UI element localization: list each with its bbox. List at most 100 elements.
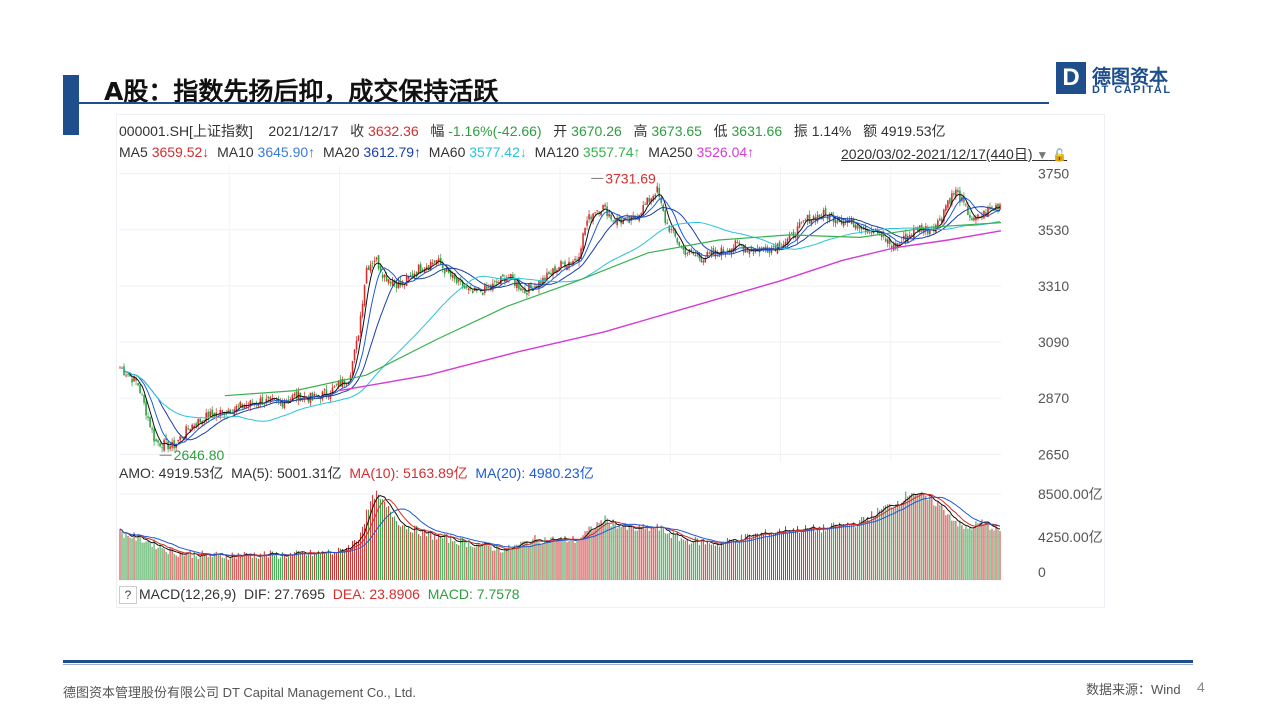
candle-body <box>171 441 173 448</box>
candle-body <box>526 293 528 295</box>
candle-body <box>574 258 576 261</box>
candle-body <box>544 277 546 281</box>
candle-body <box>712 247 715 255</box>
company-footer: 德图资本管理股份有限公司 DT Capital Management Co., … <box>63 685 417 700</box>
candle-body <box>514 277 516 286</box>
open-value: 3670.26 <box>571 123 622 139</box>
candle-body <box>868 232 871 234</box>
vol-ma5-value: 5001.31亿 <box>276 465 342 481</box>
candle-body <box>800 221 803 223</box>
candle-body <box>660 197 663 203</box>
date-range-selector[interactable]: 2020/03/02-2021/12/17(440日) ▼ 🔓 <box>841 144 1067 164</box>
candle-body <box>453 273 456 280</box>
candle-body <box>463 286 466 289</box>
candle-body <box>179 436 181 441</box>
lock-icon[interactable]: 🔓 <box>1052 148 1068 162</box>
candle-body <box>389 281 392 284</box>
help-button[interactable]: ? <box>119 586 137 604</box>
candle-body <box>985 212 987 216</box>
candle-body <box>295 391 298 399</box>
candle-body <box>369 264 372 272</box>
candle-body <box>832 214 835 223</box>
candle-body <box>822 210 825 218</box>
candle-body <box>788 234 791 240</box>
candle-body <box>560 261 562 267</box>
candle-body <box>904 233 907 242</box>
candle-body <box>726 250 729 252</box>
candle-body <box>834 220 837 224</box>
candle-body <box>500 276 502 285</box>
price-candlestick-chart[interactable]: 3750 3530 3310 3090 2870 2650 3731.69 2646.80 <box>116 166 1103 462</box>
candle-body <box>261 396 264 405</box>
candle-body <box>991 206 993 208</box>
candle-body <box>738 242 741 245</box>
candle-body <box>977 214 979 219</box>
ma120-label: MA120 <box>534 144 580 160</box>
ma20-label: MA20 <box>322 144 360 160</box>
candle-body <box>892 244 895 251</box>
volume-info-line: AMO: 4919.53亿 MA(5): 5001.31亿 MA(10): 51… <box>119 463 594 483</box>
candle-body <box>157 440 159 443</box>
price-y-tick-label: 3750 <box>1038 166 1069 182</box>
candle-body <box>331 387 334 394</box>
candle-body <box>969 215 971 218</box>
dropdown-triangle-icon[interactable]: ▼ <box>1036 148 1049 162</box>
candle-body <box>654 194 657 197</box>
candle-body <box>540 280 542 285</box>
candle-body <box>580 248 582 259</box>
candle-body <box>672 229 675 231</box>
candle-body <box>443 268 446 274</box>
candle-body <box>786 238 789 245</box>
candle-body <box>335 384 338 386</box>
candle-body <box>245 405 248 408</box>
candle-body <box>696 254 699 256</box>
candle-body <box>784 242 787 245</box>
candle-body <box>269 397 272 401</box>
candle-body <box>427 265 430 269</box>
candle-body <box>552 268 554 276</box>
candle-body <box>239 402 242 407</box>
ma-info-line: MA5 3659.52↓ MA10 3645.90↑ MA20 3612.79↑… <box>119 144 754 160</box>
candle-body <box>670 229 673 230</box>
candle-body <box>520 288 522 291</box>
candle-body <box>235 406 238 411</box>
ma250-label: MA250 <box>648 144 693 160</box>
candle-body <box>423 268 426 274</box>
ma5-label: MA5 <box>119 144 148 160</box>
candle-body <box>588 214 590 220</box>
candle-body <box>169 446 171 449</box>
candle-body <box>957 190 959 193</box>
price-y-tick-label: 3090 <box>1038 334 1069 350</box>
candle-body <box>421 269 424 271</box>
candle-body <box>207 411 210 419</box>
amp-value: 1.14% <box>811 123 852 139</box>
candle-body <box>397 281 400 288</box>
candle-body <box>337 381 340 387</box>
candle-body <box>858 226 861 229</box>
macd-label: MACD(12,26,9) <box>139 586 237 602</box>
vol-ma10-label: MA(10): <box>349 465 400 481</box>
candle-body <box>888 238 891 244</box>
candle-body <box>648 197 651 203</box>
candle-body <box>528 283 530 293</box>
candle-body <box>135 377 137 381</box>
candle-body <box>291 395 294 401</box>
candle-body <box>249 400 252 407</box>
candle-body <box>329 394 332 399</box>
candle-body <box>141 394 143 396</box>
candle-body <box>281 400 284 407</box>
candle-body <box>666 222 669 224</box>
candle-body <box>592 213 594 221</box>
vol-ma5-label: MA(5): <box>231 465 274 481</box>
candle-body <box>355 340 358 350</box>
candle-body <box>564 261 566 268</box>
candle-body <box>590 216 592 220</box>
low-value: 3631.66 <box>731 123 783 139</box>
candle-body <box>383 274 386 278</box>
candle-body <box>387 279 390 283</box>
candle-body <box>937 220 939 228</box>
candle-body <box>732 247 735 252</box>
candle-body <box>385 276 388 282</box>
volume-bar-chart[interactable]: 8500.00亿 4250.00亿 0 <box>116 484 1103 582</box>
candle-body <box>189 429 191 432</box>
